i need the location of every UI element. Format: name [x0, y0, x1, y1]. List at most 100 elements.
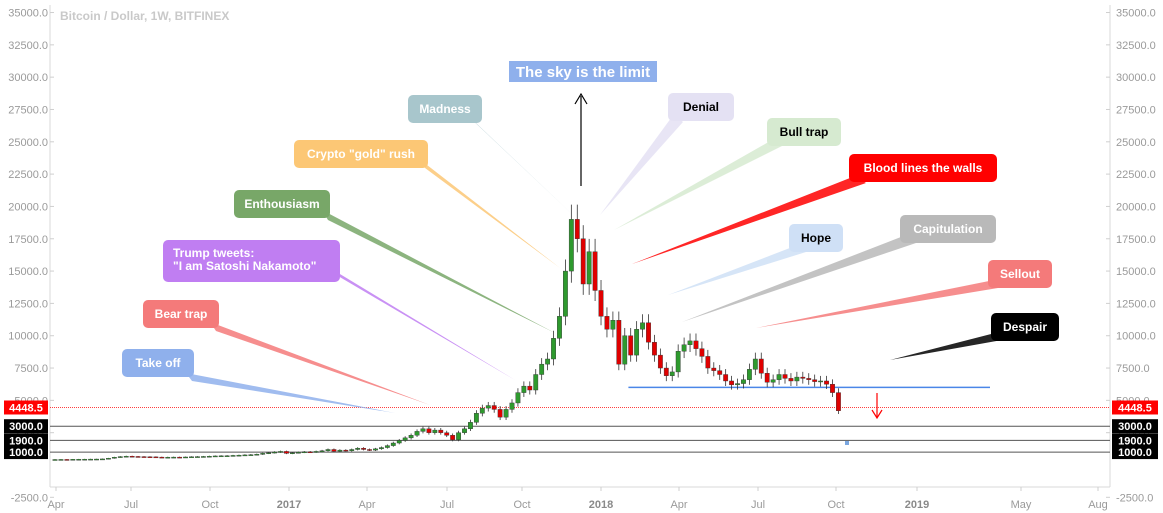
price-label-left: 4448.5: [4, 400, 48, 415]
level-label-left: 1000.0: [4, 445, 48, 460]
candle-down: [491, 405, 497, 410]
candle-up: [319, 450, 325, 452]
y-tick-label-left: 27500.0: [8, 104, 48, 116]
level-label-left: 3000.0: [4, 419, 48, 434]
candle-down: [806, 378, 812, 380]
level-label-text: 3000.0: [9, 421, 43, 433]
candle-down: [580, 238, 586, 285]
x-tick-label: Oct: [513, 499, 530, 511]
candle-up: [379, 447, 384, 450]
x-tick-label: Jul: [440, 499, 454, 511]
callout-tail: [418, 158, 560, 268]
callout-tail: [668, 246, 806, 295]
y-tick-label-right: 10000.0: [1116, 331, 1156, 343]
callout-label-line: Trump tweets:: [173, 246, 254, 260]
y-tick-label-right: 35000.0: [1116, 8, 1156, 20]
callout-crypto: Crypto "gold" rush: [294, 140, 560, 268]
candle-down: [616, 320, 622, 365]
callout-label: Sellout: [1000, 267, 1040, 281]
candle-up: [272, 451, 277, 454]
price-label-bg: [1112, 400, 1158, 415]
candle-up: [82, 458, 88, 461]
candle-down: [284, 451, 289, 454]
candle-up: [776, 374, 782, 380]
candle-down: [788, 378, 794, 382]
x-tick-label: Aug: [1088, 499, 1108, 511]
y-tick-label-left: 25000.0: [8, 137, 48, 149]
y-tick-label-left: 20000.0: [8, 201, 48, 213]
candle-up: [408, 435, 414, 439]
candle-up: [414, 431, 420, 436]
callout-label: Trump tweets: "I am Satoshi Nakamoto": [173, 246, 316, 273]
y-tick-label-right: 22500.0: [1116, 169, 1156, 181]
candle-up: [521, 385, 527, 393]
candle-down: [830, 384, 835, 393]
y-tick-label-left: -2500.0: [11, 492, 48, 504]
marker-square: [845, 441, 849, 445]
callout-label: Blood lines the walls: [864, 161, 983, 175]
candle-up: [230, 455, 236, 457]
callout-box: [234, 190, 330, 218]
candle-up: [76, 459, 82, 461]
candle-down: [331, 449, 337, 452]
y-tick-label-right: 7500.0: [1116, 363, 1150, 375]
x-tick-label: 2018: [589, 499, 613, 511]
candle-up: [390, 442, 396, 446]
callout-denial: Denial: [600, 93, 734, 215]
callout-box: [991, 313, 1059, 341]
candle-up: [610, 320, 616, 330]
candle-up: [171, 456, 177, 459]
level-label-bg: [1112, 445, 1158, 460]
candle-down: [812, 379, 818, 382]
candle-up: [349, 449, 355, 451]
candle-up: [189, 456, 194, 458]
level-label-right: 1000.0: [1112, 445, 1158, 460]
candle-up: [218, 455, 224, 458]
level-label-text: 1000.0: [9, 447, 43, 459]
candle-up: [70, 459, 76, 461]
candle-down: [64, 459, 70, 461]
candle-down: [438, 429, 444, 433]
candle-up: [462, 428, 467, 433]
x-tick-label: Apr: [358, 499, 375, 511]
level-label-right: 3000.0: [1112, 419, 1158, 434]
callout-label: Denial: [683, 100, 719, 114]
candle-up: [479, 407, 485, 414]
candle-down: [646, 322, 651, 343]
down-arrow-head: [871, 409, 883, 420]
candle-up: [509, 402, 515, 410]
candle-up: [752, 358, 758, 370]
y-tick-label-right: 20000.0: [1116, 201, 1156, 213]
candle-up: [266, 452, 272, 454]
callout-box: [294, 140, 428, 168]
callout-tail: [890, 333, 1002, 360]
candle-down: [343, 449, 349, 452]
candle-down: [141, 456, 147, 458]
y-tick-label-left: 17500.0: [8, 234, 48, 246]
price-label-text: 4448.5: [1118, 402, 1152, 414]
callout-despair: Despair: [890, 313, 1059, 360]
callout-madness: Madness: [408, 95, 572, 214]
y-tick-label-right: 32500.0: [1116, 40, 1156, 52]
y-tick-label-left: 30000.0: [8, 72, 48, 84]
candle-down: [361, 447, 367, 450]
candle-up: [200, 456, 206, 458]
candle-up: [88, 458, 94, 461]
candle-down: [426, 428, 432, 433]
callout-tail: [322, 210, 555, 333]
candle-up: [545, 358, 551, 365]
callout-label: Despair: [1003, 320, 1047, 334]
level-label-text: 1900.0: [1118, 435, 1152, 447]
callout-label: Hope: [801, 231, 831, 245]
y-tick-label-left: 22500.0: [8, 169, 48, 181]
candle-down: [711, 367, 717, 371]
candle-up: [100, 458, 105, 461]
callout-box: [900, 215, 996, 243]
level-label-bg: [1112, 419, 1158, 434]
x-tick-label: Oct: [201, 499, 218, 511]
callout-tail: [682, 235, 916, 322]
candle-down: [604, 316, 610, 330]
candle-up: [563, 270, 568, 317]
candle-up: [568, 219, 574, 272]
